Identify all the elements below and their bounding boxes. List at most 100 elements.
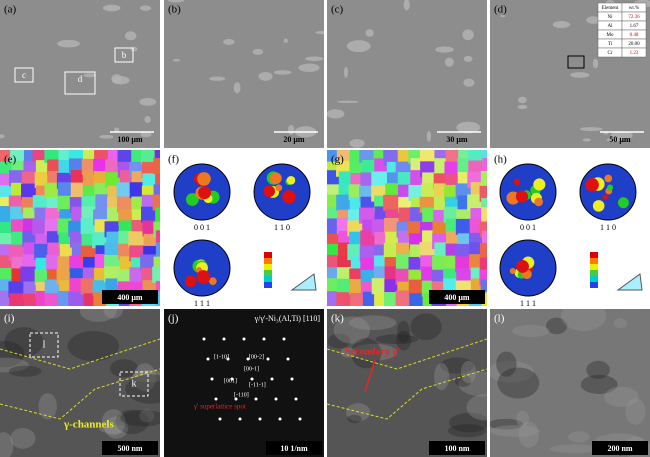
contrast — [449, 412, 487, 433]
pole-label: 1 1 1 — [194, 299, 210, 308]
sem-image — [164, 0, 324, 148]
contrast — [327, 333, 351, 349]
spot — [290, 377, 294, 381]
scale-bar-box — [102, 441, 158, 455]
pole-blob — [269, 172, 282, 185]
contrast — [439, 357, 475, 374]
region-label: l — [43, 339, 46, 350]
contrast — [518, 421, 539, 448]
contrast — [490, 360, 534, 383]
table-text: Cr — [608, 51, 613, 56]
grain — [371, 278, 388, 295]
contrast — [613, 318, 628, 329]
grain — [481, 230, 487, 247]
spot — [246, 357, 250, 361]
region-label: k — [132, 378, 137, 389]
spot-label: [-110] — [234, 392, 249, 398]
grain — [444, 161, 461, 178]
spot — [242, 337, 246, 341]
particle — [343, 66, 348, 78]
annotation: γ-channels — [63, 419, 114, 431]
grain — [480, 171, 487, 188]
table-text: Mo — [607, 33, 614, 38]
particle — [209, 76, 226, 81]
grain — [143, 233, 160, 250]
spot — [234, 397, 238, 401]
grain — [359, 207, 376, 224]
particle — [140, 131, 152, 138]
panel: 0 0 1 1 1 0 1 1 1 — [164, 150, 324, 308]
particle — [298, 63, 320, 72]
grain — [44, 182, 61, 199]
particle — [610, 131, 633, 140]
grain — [383, 242, 400, 259]
diffraction-bg — [164, 309, 324, 457]
spot — [218, 417, 222, 421]
particle — [592, 58, 599, 69]
scale-bar-label: 200 nm — [607, 444, 632, 453]
spot — [250, 377, 254, 381]
panel: γ/γ'-Ni₃(Al,Ti) [110] [1-10] [00-2] [00-1] [… — [164, 309, 324, 457]
pole-label: 1 1 1 — [520, 299, 536, 308]
region-box — [64, 71, 96, 95]
grain — [57, 195, 74, 212]
pole-blob — [185, 193, 199, 206]
particle — [586, 16, 601, 24]
grain — [104, 242, 121, 259]
panel-label: (f) — [168, 154, 179, 166]
grain — [152, 194, 160, 211]
panel: 0 0 1 1 1 0 1 1 1 — [490, 150, 650, 308]
contrast — [447, 424, 487, 438]
spot-label: [00-2] — [249, 354, 264, 360]
panel-label: (i) — [4, 313, 15, 325]
particle — [144, 115, 151, 124]
diffraction-title: γ/γ'-Ni₃(Al,Ti) [110] — [254, 314, 321, 323]
grain — [116, 196, 133, 213]
contrast — [560, 309, 607, 332]
legend-swatch — [590, 282, 598, 288]
particle — [336, 100, 359, 103]
contrast — [333, 316, 371, 344]
spot — [230, 377, 234, 381]
grain — [32, 195, 49, 212]
ipf-triangle — [616, 273, 643, 291]
grain — [80, 278, 97, 295]
grain — [467, 194, 484, 211]
legend-swatch — [264, 258, 272, 264]
contrast — [139, 409, 155, 423]
grain — [336, 194, 353, 211]
legend-swatch — [264, 252, 272, 258]
tem-image — [327, 309, 487, 457]
panel-label: (c) — [331, 4, 344, 16]
grain — [155, 173, 160, 190]
grain — [409, 293, 426, 306]
contrast — [568, 431, 590, 443]
particle — [463, 55, 473, 62]
grain — [479, 257, 487, 274]
ipf-triangle — [290, 273, 317, 291]
grain — [421, 183, 438, 200]
grain — [104, 266, 121, 283]
pole-blob — [585, 178, 599, 192]
particle — [114, 127, 120, 133]
contrast — [110, 359, 138, 378]
grain — [360, 257, 377, 274]
particle — [349, 138, 365, 148]
contrast — [0, 340, 25, 368]
particle — [139, 98, 157, 106]
grain — [23, 281, 40, 298]
panel-label: (k) — [331, 313, 344, 325]
grain — [479, 185, 487, 202]
spot — [210, 377, 214, 381]
contrast — [580, 374, 618, 395]
pole-blob — [533, 178, 546, 191]
grain — [455, 244, 472, 261]
contrast — [79, 309, 117, 322]
legend-swatch — [590, 252, 598, 258]
panel — [327, 309, 487, 457]
spot-note: γ' superlattice spot — [193, 403, 246, 411]
grain — [57, 182, 74, 199]
particle — [462, 29, 474, 41]
contrast — [132, 369, 160, 383]
sem-image — [0, 0, 160, 148]
